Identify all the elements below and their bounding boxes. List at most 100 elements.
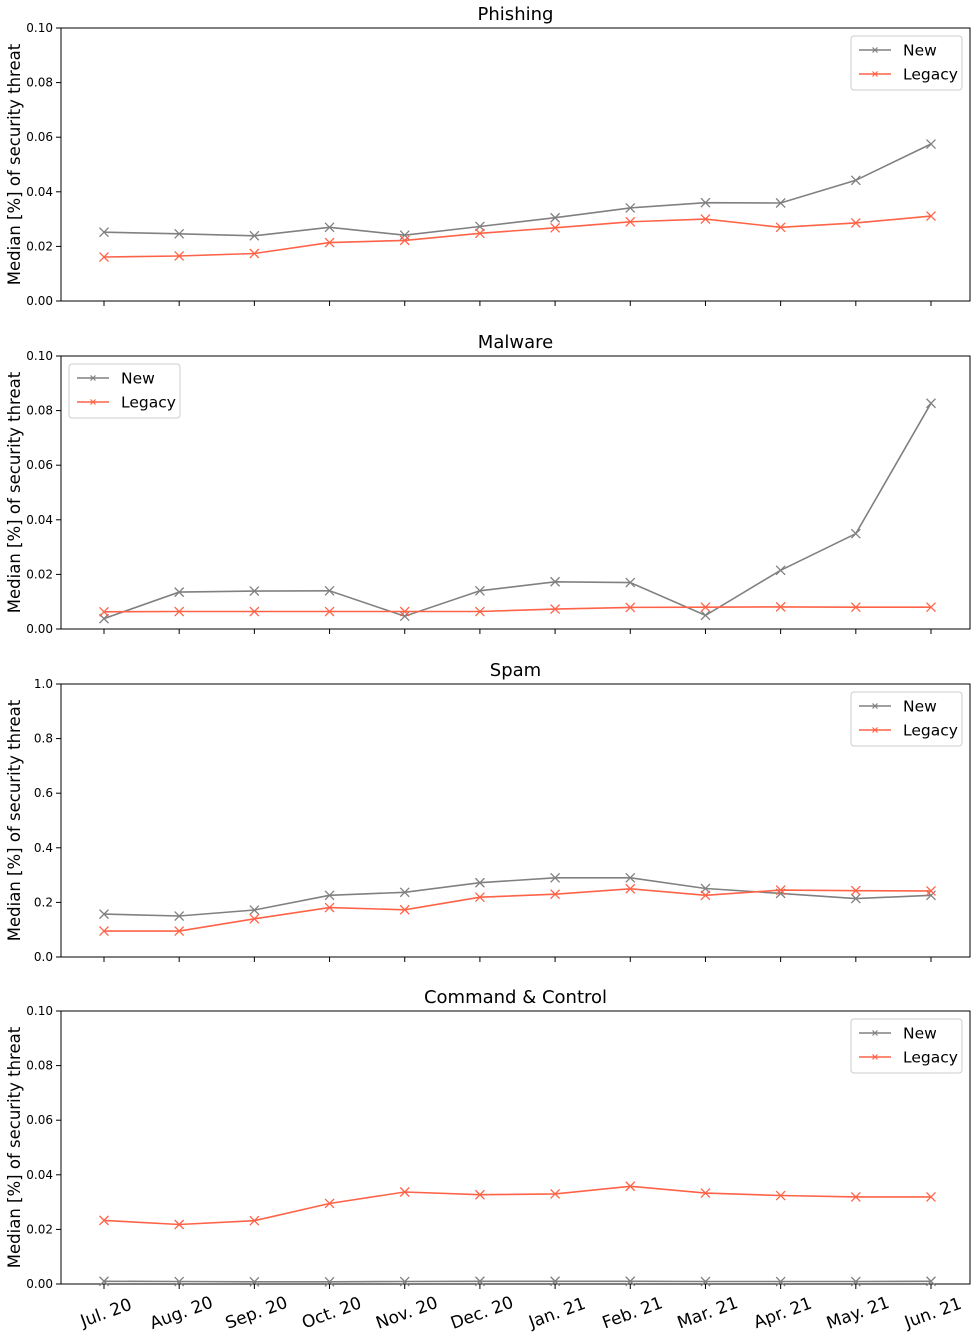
data-point — [700, 1188, 711, 1199]
data-point — [775, 222, 786, 233]
series-line — [103, 606, 931, 613]
data-point — [850, 175, 861, 186]
data-point — [174, 911, 185, 922]
y-tick-label: 0.06 — [26, 458, 53, 472]
data-point — [324, 606, 335, 617]
y-tick-label: 0.2 — [34, 895, 53, 909]
series-new — [99, 1276, 936, 1287]
data-point — [474, 1189, 485, 1200]
data-point — [99, 909, 109, 920]
legend-marker — [872, 47, 878, 53]
series-legacy — [99, 883, 936, 937]
data-point — [249, 586, 260, 597]
data-point — [850, 217, 861, 228]
data-point — [399, 611, 410, 622]
legend-label: Legacy — [903, 1049, 958, 1067]
y-tick-label: 0.08 — [26, 1059, 53, 1073]
data-point — [550, 1188, 561, 1199]
data-point — [700, 197, 711, 208]
legend-marker — [872, 1054, 878, 1060]
data-point — [324, 1198, 335, 1209]
data-point — [625, 872, 636, 883]
data-point — [99, 1215, 109, 1226]
chart-title: Command & Control — [424, 987, 607, 1008]
x-tick-label: Mar. 21 — [675, 1293, 741, 1333]
y-axis-label: Median [%] of security threat — [5, 371, 24, 613]
legend-marker — [872, 727, 878, 733]
data-point — [99, 1276, 109, 1287]
legend-marker — [872, 703, 878, 709]
legend-label: New — [903, 698, 937, 716]
data-point — [474, 1276, 485, 1287]
legend-marker — [90, 399, 96, 405]
data-point — [926, 398, 936, 409]
data-point — [174, 250, 185, 261]
y-axis-label: Median [%] of security threat — [5, 1026, 24, 1268]
axes-frame — [60, 355, 971, 630]
x-tick-label: Sep. 20 — [223, 1293, 290, 1334]
series-line — [103, 1185, 931, 1226]
y-tick-label: 0.00 — [26, 294, 53, 308]
legend-label: Legacy — [121, 394, 176, 412]
data-point — [926, 211, 936, 222]
data-point — [625, 202, 636, 213]
series-line — [103, 1280, 932, 1283]
data-point — [850, 602, 861, 613]
y-tick-label: 0.6 — [34, 786, 53, 800]
series-new — [99, 398, 936, 624]
x-tick-label: Apr. 21 — [751, 1294, 815, 1333]
data-point — [174, 1276, 185, 1287]
data-point — [775, 1190, 786, 1201]
series-line — [103, 402, 932, 620]
y-tick-label: 0.10 — [26, 349, 53, 363]
data-point — [550, 222, 561, 233]
data-point — [324, 585, 335, 596]
y-tick-label: 0.08 — [26, 404, 53, 418]
y-tick-label: 0.04 — [26, 513, 53, 527]
y-tick-label: 0.06 — [26, 1113, 53, 1127]
data-point — [174, 1219, 185, 1230]
data-point — [474, 877, 485, 888]
y-tick-label: 0.8 — [34, 732, 53, 746]
data-point — [850, 1191, 861, 1202]
data-point — [324, 222, 335, 233]
data-point — [399, 235, 410, 246]
y-axis-label: Median [%] of security threat — [5, 43, 24, 285]
data-point — [99, 606, 109, 617]
chart-panel: Malware Median [%] of security threat0.00… — [5, 332, 971, 636]
axes-frame — [60, 1010, 971, 1285]
data-point — [550, 889, 561, 900]
data-point — [99, 252, 109, 263]
data-point — [700, 214, 711, 225]
data-point — [174, 228, 185, 239]
data-point — [625, 216, 636, 227]
data-point — [775, 601, 786, 612]
data-point — [926, 602, 936, 613]
legend-label: Legacy — [903, 722, 958, 740]
data-point — [99, 227, 109, 238]
data-point — [249, 230, 260, 241]
data-point — [249, 905, 260, 916]
data-point — [625, 602, 636, 613]
chart-panel: Command & Control Median [%] of security … — [5, 987, 971, 1291]
y-tick-label: 0.4 — [34, 841, 53, 855]
series-line — [103, 143, 932, 237]
data-point — [926, 885, 936, 896]
x-tick-label: Jul. 20 — [77, 1295, 135, 1332]
data-point — [926, 1191, 936, 1202]
y-tick-label: 0.00 — [26, 1277, 53, 1291]
data-point — [775, 565, 786, 576]
data-point — [324, 902, 335, 913]
x-tick-label: Nov. 20 — [373, 1293, 440, 1334]
data-point — [926, 1276, 936, 1287]
data-point — [850, 893, 861, 904]
data-point — [324, 1276, 335, 1287]
data-point — [249, 606, 260, 617]
series-new — [99, 139, 936, 241]
legend-label: New — [121, 370, 155, 388]
data-point — [174, 587, 185, 598]
y-tick-label: 0.06 — [26, 130, 53, 144]
chart-panel: Spam Median [%] of security threat 0.0 0.2 0… — [5, 660, 971, 964]
y-tick-label: 0.02 — [26, 567, 53, 581]
data-point — [399, 904, 410, 915]
